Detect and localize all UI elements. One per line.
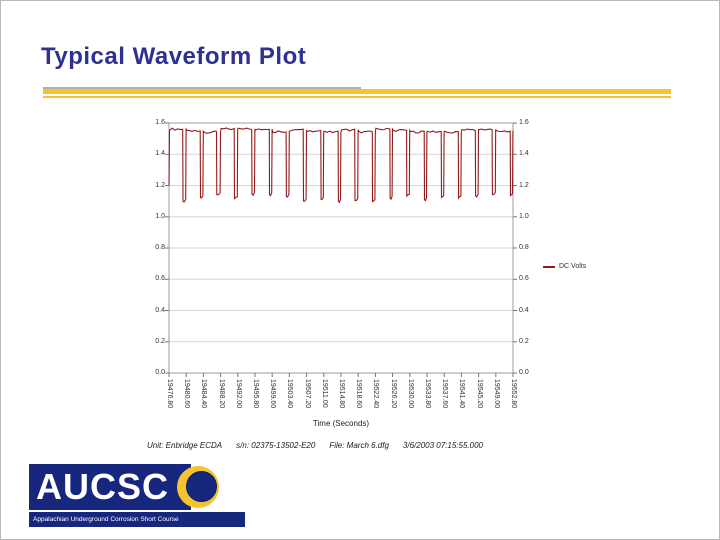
plot-area [165,122,517,377]
aucsc-logo: AUCSC Appalachian Underground Corrosion … [29,464,245,530]
x-tick-label: 19530.00 [406,379,414,409]
globe-icon [177,466,219,508]
x-tick-label: 19484.40 [200,379,208,409]
x-tick-label: 19514.80 [338,379,345,409]
y-tick-label: 1.2 [155,181,165,189]
divider-gray-line [43,87,361,90]
x-tick-label: 19518.60 [355,379,363,409]
x-axis-title: Time (Seconds) [312,419,370,428]
logo-acronym: AUCSC [36,466,170,507]
logo-tagline: Appalachian Underground Corrosion Short … [29,512,245,527]
x-tick-label: 19476.80 [166,379,173,409]
x-tick-label: 19522.40 [372,379,380,409]
x-tick-label: 19526.20 [389,379,397,409]
y-tick-label: 0.4 [519,306,529,314]
y-tick-label: 0.2 [155,337,165,345]
globe-inner [186,471,217,502]
x-tick-label: 19537.60 [441,379,449,409]
dc-volts-trace [168,127,514,204]
y-tick-label: 0.8 [155,244,165,251]
caption-unit: Unit: Enbridge ECDA [147,441,223,450]
x-tick-label: 19488.20 [217,379,225,409]
y-tick-label: 0.6 [519,275,529,283]
slide-title: Typical Waveform Plot [41,43,307,70]
logo-box: AUCSC [29,464,191,510]
y-tick-label: 0.4 [155,306,165,314]
x-tick-label: 19499.60 [269,379,277,409]
y-tick-label: 0.2 [519,337,529,345]
caption-file: File: March 6.dfg [329,441,389,450]
y-tick-label: 1.6 [519,119,529,126]
x-tick-label: 19480.60 [183,379,191,409]
y-tick-label: 1.6 [155,119,165,126]
y-tick-label: 0.0 [519,369,529,376]
x-tick-label: 19503.40 [286,379,294,409]
x-tick-label: 19492.00 [234,379,242,409]
x-tick-label: 19511.00 [320,379,328,408]
legend-line-marker [543,265,555,268]
y-tick-label: 1.0 [519,212,529,220]
divider-gold-underline [43,96,671,98]
x-tick-label: 19545.20 [475,379,483,409]
y-tick-label: 0.8 [519,244,529,251]
chart-caption: Unit: Enbridge ECDA s/n: 02375-13502-E20 F… [147,441,497,450]
x-tick-label: 19507.20 [303,379,311,409]
legend: DC Volts [543,263,586,270]
title-divider [43,87,671,99]
x-tick-label: 19495.80 [252,379,259,409]
caption-serial: s/n: 02375-13502-E20 [236,441,316,450]
x-tick-label: 19541.40 [458,379,466,409]
y-tick-label: 0.6 [155,275,165,283]
y-tick-label: 1.4 [155,150,165,158]
legend-label: DC Volts [559,263,587,270]
y-tick-label: 1.2 [519,181,529,189]
divider-gold-line [43,89,671,94]
x-tick-label: 19549.00 [492,379,500,409]
plot-svg [165,122,517,377]
x-tick-label: 19552.80 [510,379,517,409]
y-tick-label: 1.4 [519,150,529,158]
waveform-chart: Time (Seconds) DC Volts 0.0 0.0 0.2 0.2 0.4 0… [135,105,610,450]
y-tick-label: 1.0 [155,212,165,220]
x-tick-label: 19533.80 [424,379,431,409]
y-tick-label: 0.0 [155,369,165,376]
caption-timestamp: 3/6/2003 07:15:55.000 [402,441,483,450]
